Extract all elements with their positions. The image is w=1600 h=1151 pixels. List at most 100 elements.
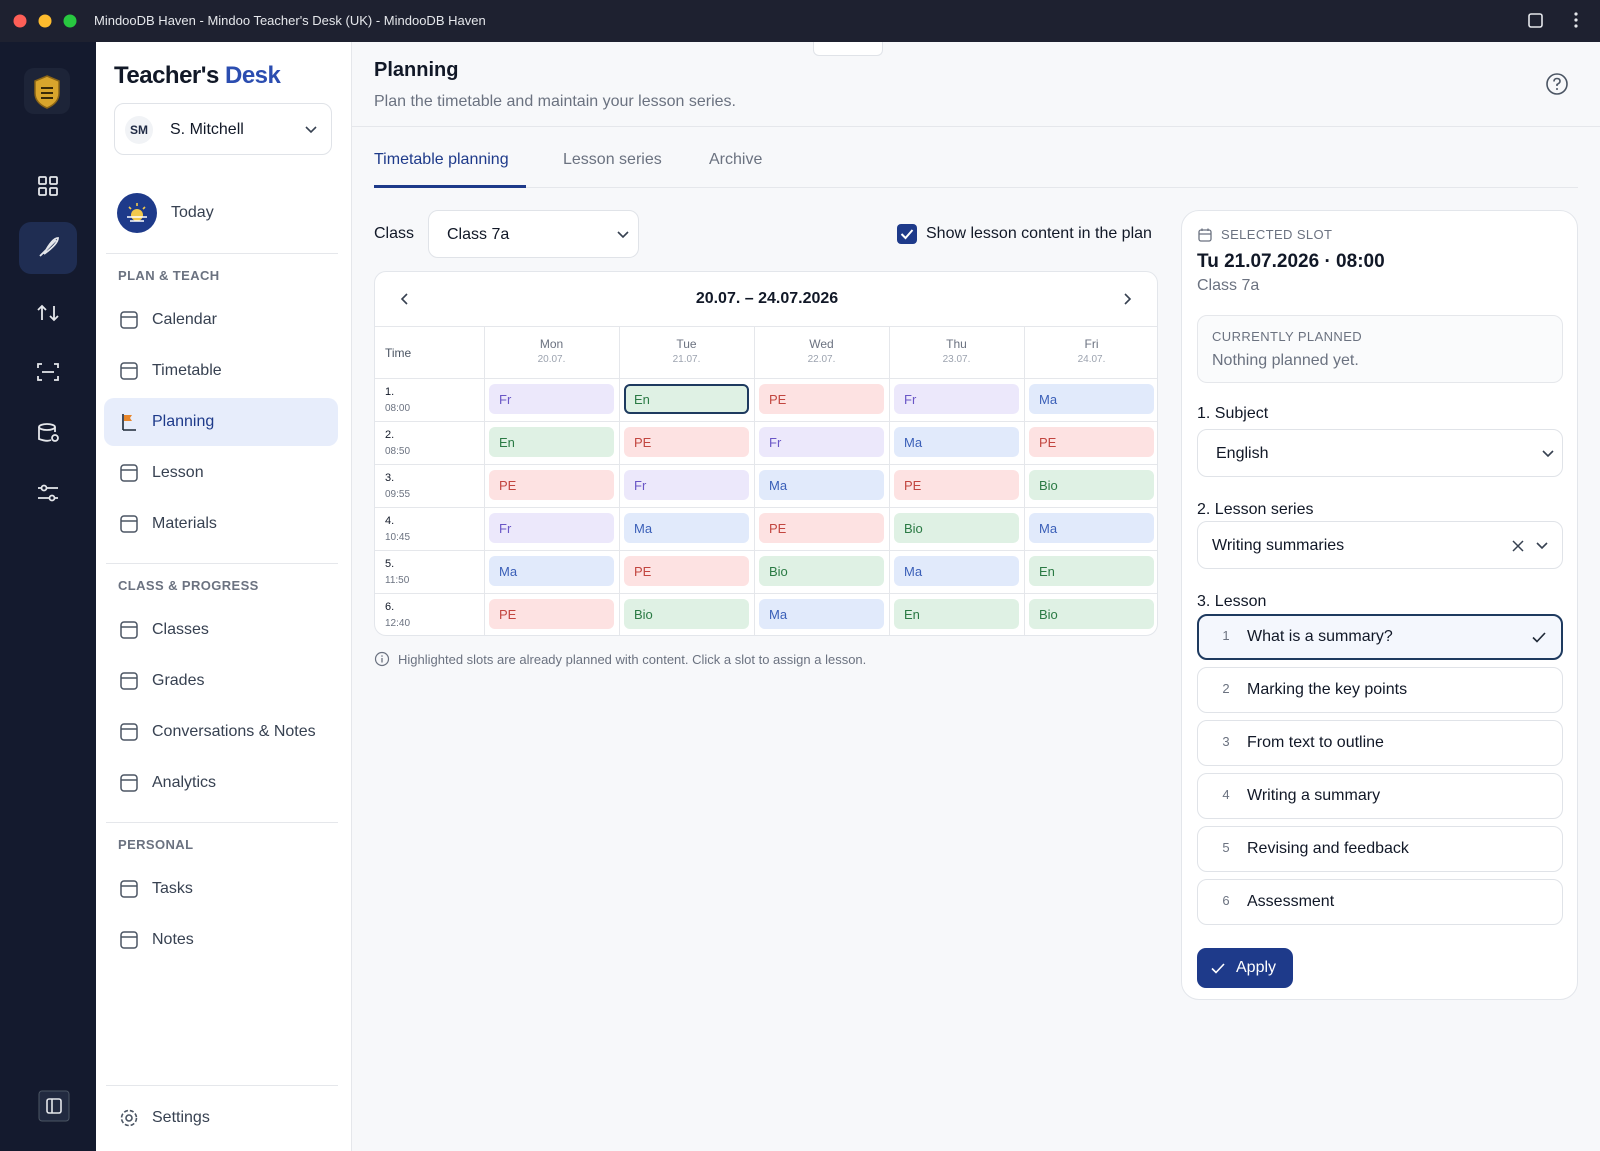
row-divider <box>375 464 1157 465</box>
lesson-option[interactable]: 3 From text to outline <box>1197 720 1563 766</box>
clear-icon[interactable] <box>1510 538 1526 559</box>
help-icon[interactable] <box>1545 72 1569 101</box>
timetable-slot[interactable]: PE <box>1029 427 1154 457</box>
show-content-checkbox[interactable] <box>896 223 918 250</box>
today-icon[interactable] <box>116 192 158 239</box>
timetable-slot[interactable]: PE <box>624 556 749 586</box>
tab[interactable]: Timetable planning <box>374 151 509 168</box>
class-select[interactable]: Class 7a <box>428 210 639 258</box>
title-bar: MindooDB Haven - Mindoo Teacher's Desk (… <box>0 0 1600 42</box>
timetable-slot[interactable]: Bio <box>894 513 1019 543</box>
lesson-number: 5 <box>1222 840 1230 855</box>
timetable-slot[interactable]: Ma <box>624 513 749 543</box>
nav-item[interactable]: Conversations & Notes <box>104 708 338 756</box>
nav-label: Conversations & Notes <box>152 723 316 740</box>
timetable-slot[interactable]: Ma <box>759 599 884 629</box>
timetable-slot[interactable]: En <box>489 427 614 457</box>
nav-item[interactable]: Calendar <box>104 296 338 344</box>
chevron-glyph <box>1536 542 1548 550</box>
timetable-slot[interactable]: Fr <box>759 427 884 457</box>
nav-item[interactable]: Classes <box>104 606 338 654</box>
lesson-option[interactable]: 4 Writing a summary <box>1197 773 1563 819</box>
nav-item[interactable]: Lesson <box>104 449 338 497</box>
timetable-slot[interactable]: Bio <box>759 556 884 586</box>
settings-link[interactable]: Settings <box>104 1094 338 1142</box>
window-title: MindooDB Haven - Mindoo Teacher's Desk (… <box>94 13 486 28</box>
prev-week[interactable] <box>397 291 413 312</box>
info-icon-glyph <box>374 651 390 667</box>
brand-part: Teacher's <box>114 62 219 89</box>
day-date: 22.07. <box>807 354 836 365</box>
nav-item[interactable]: Planning <box>104 398 338 446</box>
slot-subject: Ma <box>904 564 923 579</box>
timetable-slot[interactable]: Fr <box>489 513 614 543</box>
lesson-option[interactable]: 1 What is a summary? <box>1197 614 1563 660</box>
timetable-slot[interactable]: Ma <box>759 470 884 500</box>
show-content-label[interactable]: Show lesson content in the plan <box>926 225 1152 242</box>
tab[interactable]: Archive <box>709 151 763 168</box>
page-title: Planning <box>374 59 459 81</box>
collapse-button[interactable] <box>38 1090 70 1122</box>
nav-icon <box>118 772 140 799</box>
timetable-slot[interactable]: En <box>894 599 1019 629</box>
timetable-slot[interactable]: Ma <box>894 556 1019 586</box>
nav-item[interactable]: Timetable <box>104 347 338 395</box>
chevron-glyph <box>1542 450 1554 458</box>
window-controls[interactable] <box>12 13 82 29</box>
extension-icon[interactable] <box>1526 10 1546 30</box>
timetable-slot[interactable]: PE <box>624 427 749 457</box>
nav-icon-glyph <box>120 931 138 949</box>
timetable-slot[interactable]: Fr <box>894 384 1019 414</box>
nav-item[interactable]: Notes <box>104 916 338 964</box>
brand-part: Desk <box>225 62 281 89</box>
timetable-slot[interactable]: Ma <box>489 556 614 586</box>
nav-icon <box>118 309 140 336</box>
menu-icon[interactable] <box>1572 10 1580 30</box>
nav-icon-glyph <box>120 774 138 792</box>
timetable-slot[interactable]: En <box>1029 556 1154 586</box>
timetable-slot[interactable]: PE <box>489 470 614 500</box>
tab[interactable]: Lesson series <box>563 151 662 168</box>
nav-item[interactable]: Grades <box>104 657 338 705</box>
timetable-slot[interactable]: Ma <box>1029 513 1154 543</box>
day-name: Thu <box>946 337 967 351</box>
timetable-slot[interactable]: PE <box>759 513 884 543</box>
timetable-slot[interactable]: Fr <box>489 384 614 414</box>
timetable-slot[interactable]: En <box>624 384 749 414</box>
timetable-slot[interactable]: PE <box>489 599 614 629</box>
lesson-option[interactable]: 6 Assessment <box>1197 879 1563 925</box>
timetable-slot[interactable]: Bio <box>624 599 749 629</box>
slot-datetime: Tu 21.07.2026 · 08:00 <box>1197 251 1385 272</box>
timetable-slot[interactable]: Bio <box>1029 599 1154 629</box>
nav-icon <box>118 462 140 489</box>
timetable-slot[interactable]: PE <box>759 384 884 414</box>
period-number: 6. <box>385 601 395 613</box>
timetable-slot[interactable]: PE <box>894 470 1019 500</box>
nav-item[interactable]: Materials <box>104 500 338 548</box>
chevron <box>1540 446 1556 467</box>
lesson-option[interactable]: 5 Revising and feedback <box>1197 826 1563 872</box>
timetable-slot[interactable]: Fr <box>624 470 749 500</box>
rail-icons[interactable] <box>0 142 96 562</box>
nav-item[interactable]: Tasks <box>104 865 338 913</box>
today-link[interactable]: Today <box>171 204 214 221</box>
user-select[interactable]: SM S. Mitchell <box>114 103 332 155</box>
top-handle[interactable] <box>813 42 883 56</box>
timetable-card: 20.07. – 24.07.2026 Time Mon 20.07. Tue 21.07… <box>374 271 1158 636</box>
apply-button[interactable]: Apply <box>1197 948 1293 988</box>
timetable-slot[interactable]: Ma <box>1029 384 1154 414</box>
lesson-option[interactable]: 2 Marking the key points <box>1197 667 1563 713</box>
subject-select[interactable]: English <box>1197 429 1563 477</box>
day-name: Mon <box>539 337 564 351</box>
nav-icon-glyph <box>120 515 138 533</box>
period-number: 1. <box>385 386 395 398</box>
timetable-slot[interactable]: Bio <box>1029 470 1154 500</box>
next-week[interactable] <box>1119 291 1135 312</box>
timetable-slot[interactable]: Ma <box>894 427 1019 457</box>
chevron-glyph <box>305 126 317 134</box>
lesson-number: 6 <box>1222 893 1230 908</box>
help-icon-glyph <box>1546 73 1568 95</box>
nav-icon-glyph <box>120 723 138 741</box>
nav-item[interactable]: Analytics <box>104 759 338 807</box>
series-select[interactable]: Writing summaries <box>1197 521 1563 569</box>
